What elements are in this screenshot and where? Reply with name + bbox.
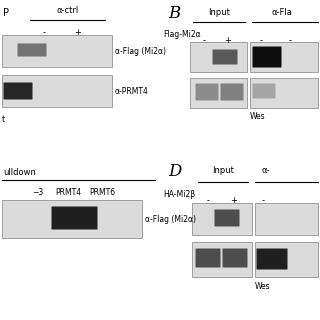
FancyBboxPatch shape [257,249,287,269]
Text: α-ctrl: α-ctrl [57,6,79,15]
Text: Flag-Mi2α: Flag-Mi2α [163,30,201,39]
FancyBboxPatch shape [252,46,282,68]
FancyBboxPatch shape [252,84,276,99]
Text: +: + [225,36,231,45]
Text: -: - [203,36,205,45]
Text: Input: Input [212,166,234,175]
Text: +: + [231,196,237,205]
FancyBboxPatch shape [220,84,244,100]
Bar [250,42,318,72]
Text: -: - [206,196,210,205]
FancyBboxPatch shape [214,210,239,227]
Text: PRMT6: PRMT6 [89,188,115,197]
Bar [255,242,318,277]
FancyBboxPatch shape [222,249,247,268]
Text: α-Flag (Mi2α): α-Flag (Mi2α) [145,214,196,223]
Text: P: P [3,8,9,18]
Bar [190,42,247,72]
Text: -: - [43,28,45,37]
FancyBboxPatch shape [212,50,237,65]
Text: -: - [289,36,292,45]
Text: -: - [260,36,262,45]
Bar [2,200,142,238]
Text: α-Flag (Mi2α): α-Flag (Mi2α) [115,46,166,55]
FancyBboxPatch shape [196,249,220,268]
Text: PRMT4: PRMT4 [55,188,81,197]
Text: α-: α- [261,166,269,175]
Text: Input: Input [208,8,230,17]
Text: B: B [168,5,180,22]
Text: +: + [75,28,81,37]
Text: D: D [168,163,181,180]
Text: α-Fla: α-Fla [272,8,293,17]
Text: α-PRMT4: α-PRMT4 [115,86,149,95]
Text: ulldown: ulldown [3,168,36,177]
FancyBboxPatch shape [52,206,98,229]
Bar [255,203,318,235]
FancyBboxPatch shape [196,84,219,100]
Text: -: - [261,196,265,205]
Text: t: t [2,115,5,124]
Bar [190,78,247,108]
Text: Wes: Wes [255,282,271,291]
Bar [2,35,112,67]
Text: Wes: Wes [250,112,266,121]
Bar [192,203,252,235]
Bar [250,78,318,108]
Bar [2,75,112,107]
Bar [192,242,252,277]
Text: −3: −3 [32,188,44,197]
FancyBboxPatch shape [18,44,46,57]
Text: HA-Mi2β: HA-Mi2β [163,190,195,199]
FancyBboxPatch shape [4,83,33,100]
